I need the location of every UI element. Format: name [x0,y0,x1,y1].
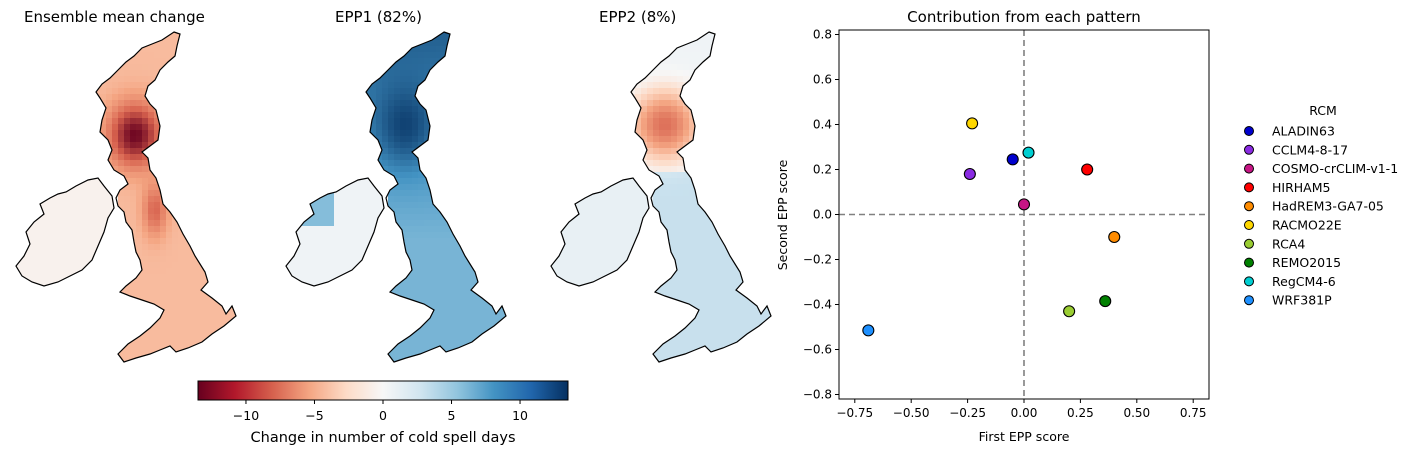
x-tick-label: 0.50 [1123,406,1150,420]
x-tick-label: 0.25 [1067,406,1094,420]
legend-entry-rca4: RCA4 [1272,236,1305,251]
colorbar-tick-label: −10 [233,408,259,423]
ireland-coastline [15,177,115,287]
colorbar-gradient [197,380,569,401]
colorbar-tick-label: −5 [305,408,323,423]
legend: RCM ALADIN63 CCLM4-8-17 COSMO-crCLIM-v1-1 H… [1244,103,1398,308]
legend-marker [1244,295,1254,306]
legend-marker [1244,238,1254,249]
data-point-hadrem3-ga7-05 [1108,230,1121,244]
y-axis-label: Second EPP score [775,159,790,270]
legend-marker [1244,220,1254,230]
map-title-epp2: EPP2 (8%) [599,8,677,26]
legend-entry-wrf381p: WRF381P [1272,293,1332,308]
scatter-chart: Contribution from each pattern −0.75 −0.5… [775,8,1398,444]
legend-entry-aladin63: ALADIN63 [1272,124,1335,139]
ireland-coastline [550,177,650,287]
y-tick-label: −0.2 [803,253,832,267]
colorbar: −10 −5 0 5 10 Change in number of cold spell… [197,380,569,446]
legend-entry-cosmo-crclim-v1-1: COSMO-crCLIM-v1-1 [1272,161,1398,176]
chart-title: Contribution from each pattern [907,8,1141,26]
data-point-remo2015 [1099,295,1112,308]
map-title-epp1: EPP1 (82%) [335,8,422,26]
legend-marker [1244,163,1254,174]
great-britain-coastline [365,31,507,363]
legend-entry-regcm4-6: RegCM4-6 [1272,274,1336,289]
x-tick-label: −0.50 [893,406,930,420]
y-tick-label: −0.6 [803,343,832,357]
scatter-plot-area: −0.75 −0.50 −0.25 0.00 0.25 0.50 0.75 −0.8 −0.6 −… [803,28,1210,420]
map-shading [16,32,236,362]
legend-entry-remo2015: REMO2015 [1272,255,1341,270]
data-point-aladin63 [1006,153,1019,166]
data-point-rca4 [1063,305,1076,318]
colorbar-label: Change in number of cold spell days [251,430,516,446]
map-shading [551,32,771,362]
legend-entry-hirham5: HIRHAM5 [1272,180,1330,195]
x-tick-label: 0.00 [1011,406,1038,420]
data-point-racmo22e [966,117,979,130]
legend-marker [1244,144,1254,155]
colorbar-ticks: −10 −5 0 5 10 [233,400,528,423]
great-britain-coastline [630,31,772,363]
ireland-coastline [285,177,385,287]
legend-entry-cclm4-8-17: CCLM4-8-17 [1272,142,1348,157]
map-shading [286,32,506,362]
legend-marker [1244,201,1254,212]
map-title-ensemble: Ensemble mean change [24,8,205,26]
legend-marker [1244,276,1254,287]
great-britain-coastline [95,31,237,363]
y-tick-label: 0.4 [813,118,832,132]
legend-entry-racmo22e: RACMO22E [1272,218,1342,233]
colorbar-tick-label: 0 [379,408,387,423]
y-tick-label: 0.0 [813,208,832,222]
colorbar-tick-label: 10 [512,408,528,423]
legend-title: RCM [1309,103,1337,118]
y-tick-label: 0.6 [813,73,832,87]
data-point-regcm4-6 [1022,146,1035,159]
uk-map-ensemble-mean [15,31,237,363]
data-point-cosmo-crclim-v1-1 [1017,198,1031,211]
y-tick-label: −0.4 [803,298,832,312]
colorbar-tick-label: 5 [448,408,456,423]
y-tick-label: 0.8 [813,28,832,42]
legend-marker [1244,182,1254,193]
y-tick-label: −0.8 [803,388,832,402]
uk-map-epp1 [285,31,507,363]
x-tick-label: 0.75 [1180,406,1207,420]
x-axis-label: First EPP score [979,429,1070,444]
y-tick-label: 0.2 [813,163,832,177]
x-tick-label: −0.75 [836,406,873,420]
x-tick-label: −0.25 [949,406,986,420]
data-point-hirham5 [1081,163,1094,176]
legend-entry-hadrem3-ga7-05: HadREM3-GA7-05 [1272,199,1384,214]
legend-marker [1244,126,1254,136]
data-point-cclm4-8-17 [963,167,976,181]
legend-marker [1244,257,1254,268]
data-point-wrf381p [862,324,875,337]
uk-map-epp2 [550,31,772,363]
